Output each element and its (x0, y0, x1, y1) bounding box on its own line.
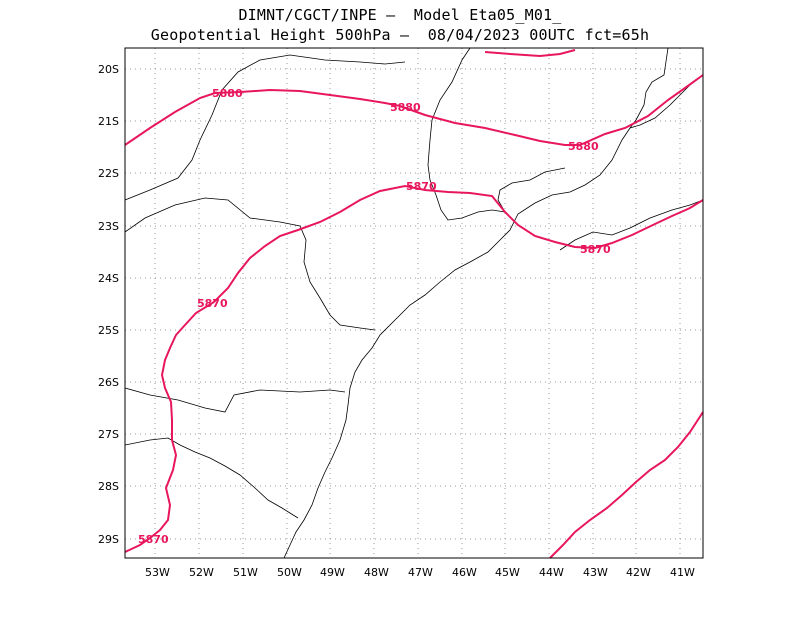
gridlines (125, 48, 703, 558)
contour-labels: 5880 5880 5880 5870 5870 5870 5870 (138, 87, 611, 546)
contour-5870-topedge (484, 49, 576, 58)
contour-5880-central (399, 105, 580, 146)
lon-label: 42W (626, 566, 651, 579)
lon-label: 46W (452, 566, 477, 579)
lat-label: 28S (98, 480, 119, 493)
lat-label: 27S (98, 428, 119, 441)
lon-label: 51W (233, 566, 258, 579)
contour-5880-west (124, 88, 401, 146)
contour-label: 5870 (406, 180, 437, 193)
latitude-labels: 20S 21S 22S 23S 24S 25S 26S 27S 28S 29S (98, 63, 119, 546)
longitude-labels: 53W 52W 51W 50W 49W 48W 47W 46W 45W 44W … (145, 566, 695, 579)
lon-label: 48W (364, 566, 389, 579)
lat-label: 21S (98, 115, 119, 128)
contour-label: 5880 (568, 140, 599, 153)
contour-label: 5880 (390, 101, 421, 114)
lat-label: 29S (98, 533, 119, 546)
contour-label: 5870 (580, 243, 611, 256)
lon-label: 45W (495, 566, 520, 579)
lat-label: 24S (98, 272, 119, 285)
chart-title-line2: Geopotential Height 500hPa – 08/04/2023 … (150, 26, 650, 44)
lat-label: 22S (98, 167, 119, 180)
lat-label: 26S (98, 376, 119, 389)
chart-title-line1: DIMNT/CGCT/INPE – Model Eta05_M01_ (238, 6, 562, 24)
contour-lines (124, 49, 704, 559)
lat-label: 25S (98, 324, 119, 337)
contour-5870-main (124, 184, 704, 553)
lat-label: 20S (98, 63, 119, 76)
contour-5880-east (579, 74, 704, 146)
contour-label: 5870 (197, 297, 228, 310)
lat-label: 23S (98, 220, 119, 233)
contour-label: 5870 (138, 533, 169, 546)
lon-label: 53W (145, 566, 170, 579)
contour-5870-southeast (549, 411, 704, 559)
lon-label: 41W (670, 566, 695, 579)
lon-label: 50W (277, 566, 302, 579)
lon-label: 47W (408, 566, 433, 579)
lon-label: 44W (539, 566, 564, 579)
lon-label: 52W (189, 566, 214, 579)
map-frame (124, 47, 704, 559)
contour-label: 5880 (212, 87, 243, 100)
lon-label: 49W (320, 566, 345, 579)
lon-label: 43W (583, 566, 608, 579)
